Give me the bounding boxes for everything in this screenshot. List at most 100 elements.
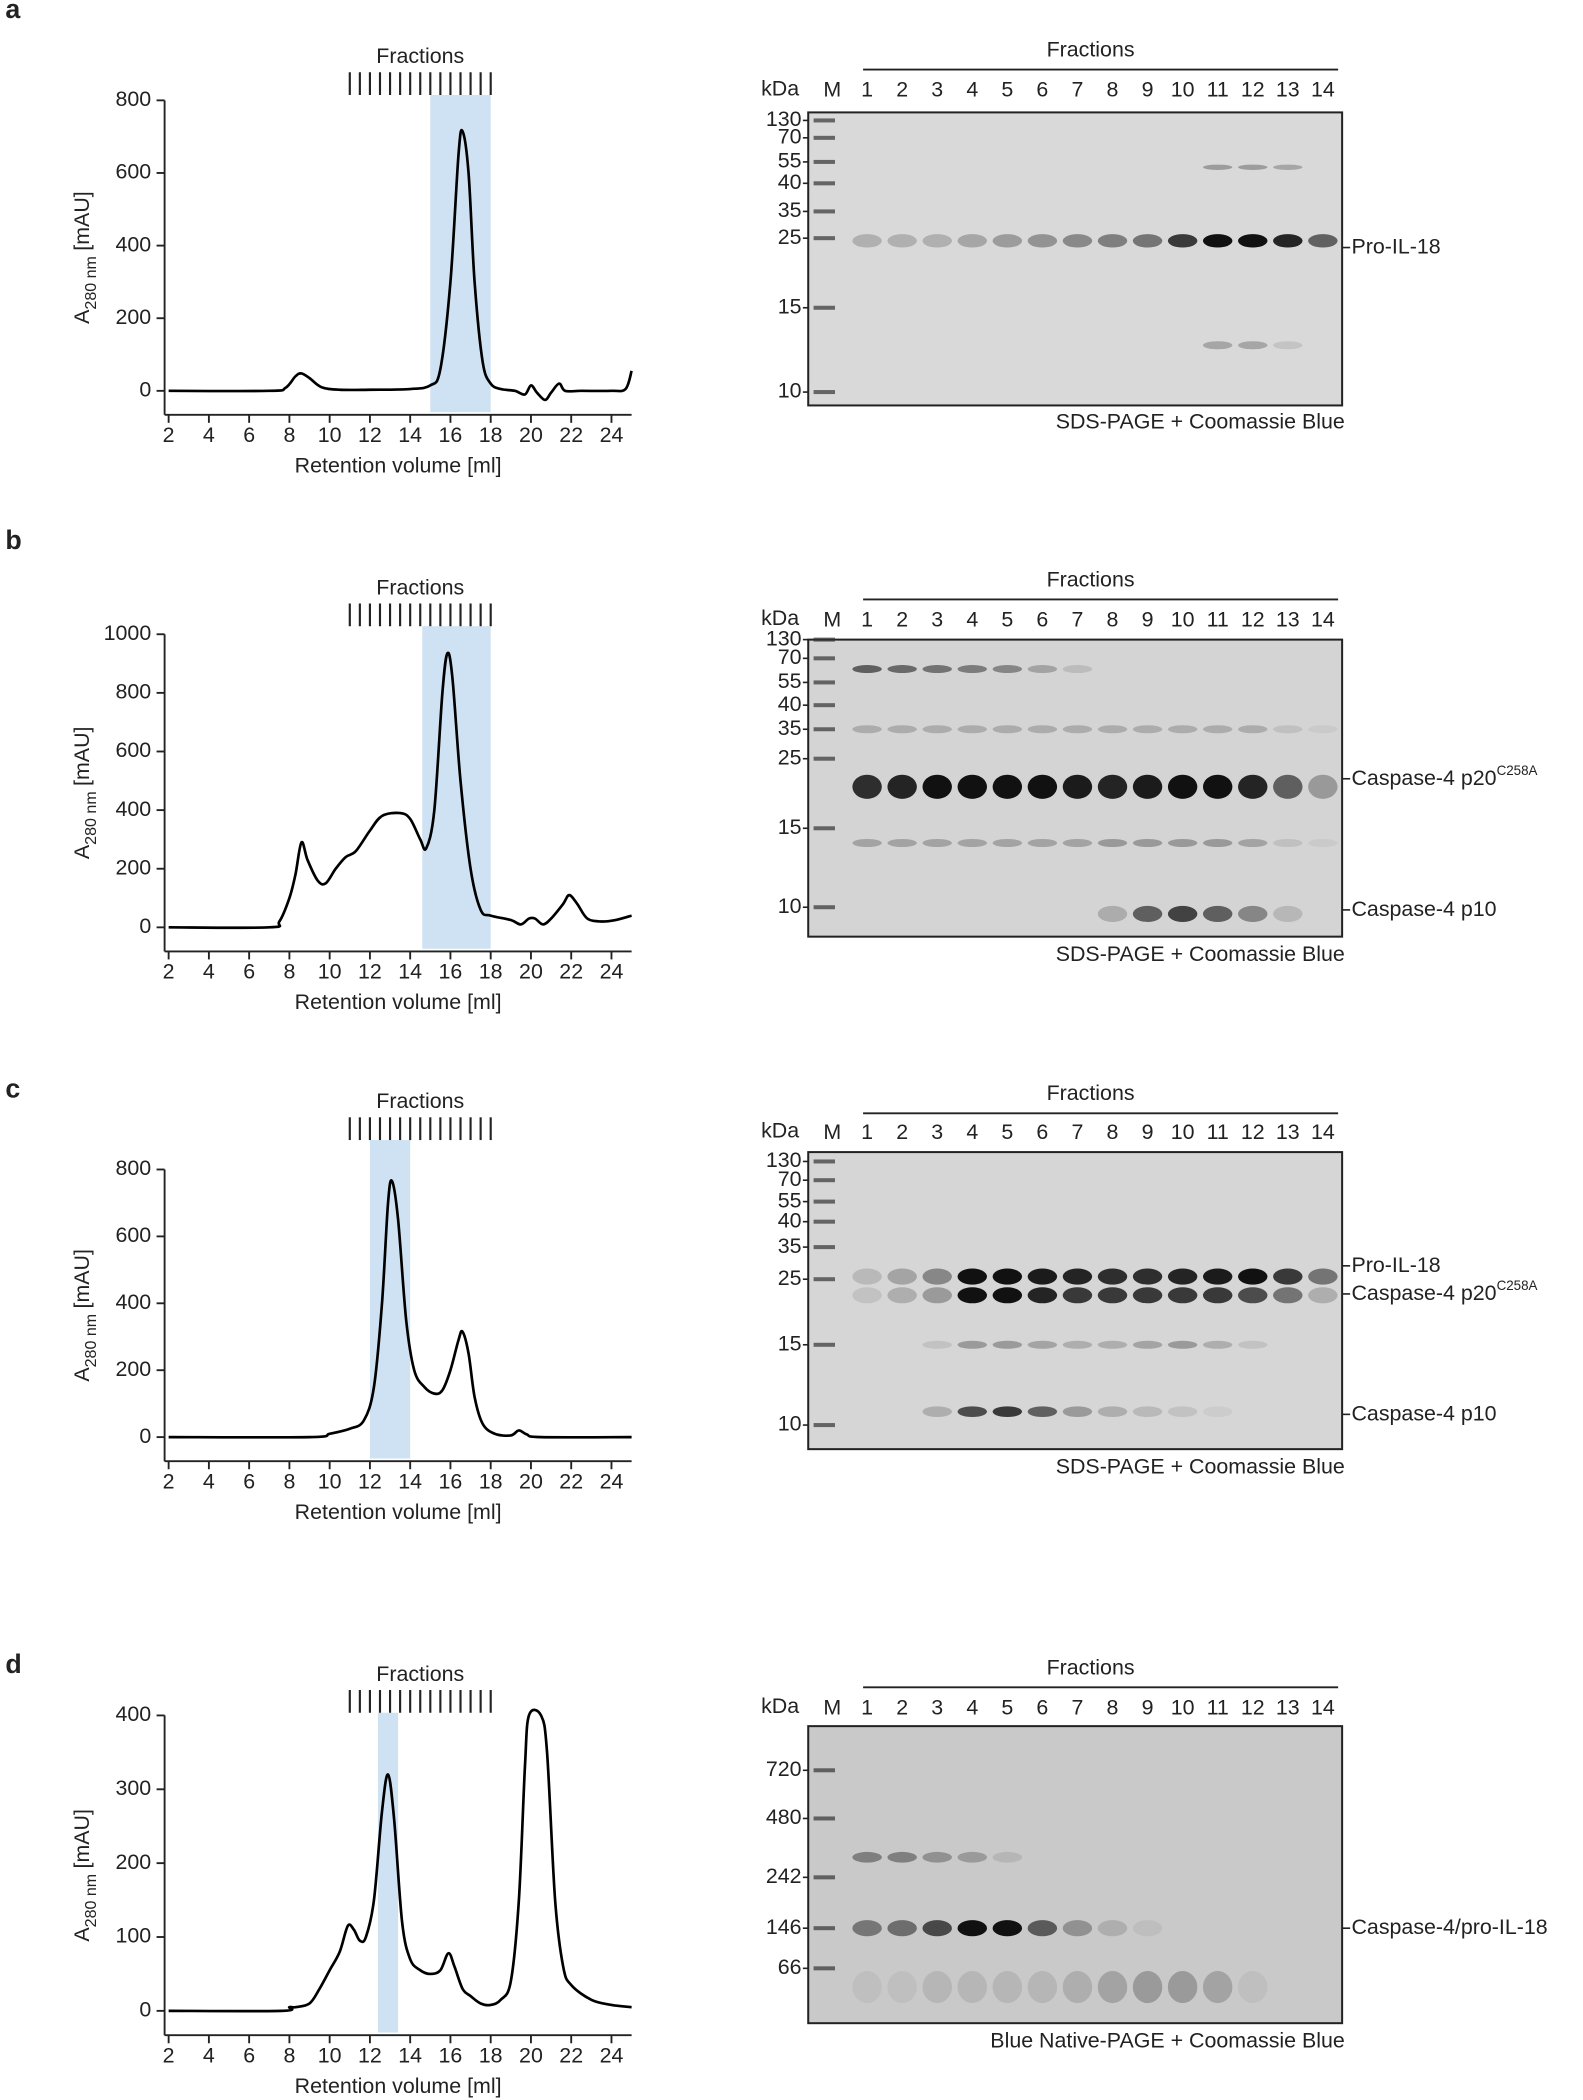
marker-label: 242 bbox=[766, 1864, 802, 1888]
gel-band bbox=[1097, 725, 1128, 734]
gel-caption: Blue Native-PAGE + Coomassie Blue bbox=[990, 2029, 1345, 2053]
marker-label: 720 bbox=[766, 1757, 802, 1781]
gel-band bbox=[1308, 725, 1338, 734]
gel-band bbox=[1202, 1268, 1233, 1285]
lane-label: 10 bbox=[1171, 1120, 1195, 1144]
gel-band bbox=[1238, 164, 1268, 170]
panel-letter: b bbox=[5, 525, 21, 555]
lane-label: 2 bbox=[896, 608, 908, 632]
gel-band bbox=[1027, 1340, 1058, 1349]
marker-band bbox=[813, 181, 835, 186]
lane-label: 6 bbox=[1036, 608, 1048, 632]
y-tick-label: 400 bbox=[116, 1702, 152, 1726]
gel-band bbox=[887, 838, 917, 848]
marker-band bbox=[813, 118, 835, 123]
gel-band bbox=[852, 1920, 882, 1937]
x-tick-label: 8 bbox=[283, 423, 295, 447]
gel-band bbox=[1132, 1287, 1163, 1304]
lane-label: 7 bbox=[1071, 78, 1083, 102]
gel-band bbox=[1238, 725, 1268, 734]
marker-band bbox=[813, 637, 835, 642]
x-tick-label: 24 bbox=[600, 1469, 624, 1493]
x-tick-label: 14 bbox=[398, 423, 422, 447]
gel-band bbox=[1238, 1340, 1268, 1349]
lane-label: 8 bbox=[1107, 608, 1119, 632]
gel-band bbox=[992, 1851, 1023, 1863]
lane-label: 8 bbox=[1107, 1695, 1119, 1719]
gel-band bbox=[957, 1406, 987, 1418]
y-tick-label: 0 bbox=[139, 377, 151, 401]
lane-label: 5 bbox=[1001, 78, 1013, 102]
gel-band bbox=[1238, 774, 1268, 799]
band-name: Caspase-4 p20 bbox=[1351, 1281, 1496, 1305]
chromatogram-line bbox=[168, 1708, 632, 2013]
gel-band bbox=[852, 1287, 882, 1304]
y-label-space: [mAU] bbox=[70, 191, 94, 250]
x-tick-label: 22 bbox=[559, 959, 583, 983]
gel-caption: SDS-PAGE + Coomassie Blue bbox=[1056, 409, 1345, 433]
gel-band bbox=[922, 1851, 952, 1863]
y-tick-label: 400 bbox=[116, 797, 152, 821]
gel-band bbox=[1097, 1340, 1128, 1349]
gel-band bbox=[1132, 1971, 1163, 2004]
gel-band bbox=[1132, 1268, 1163, 1285]
y-label-space: [mAU] bbox=[70, 727, 94, 786]
x-tick-label: 10 bbox=[318, 423, 342, 447]
gel-fractions-label: Fractions bbox=[1047, 1655, 1135, 1679]
gel-band bbox=[1202, 1406, 1233, 1418]
gel-band bbox=[1027, 234, 1058, 248]
lane-label: 4 bbox=[966, 1120, 978, 1144]
gel-fractions-label: Fractions bbox=[1047, 38, 1135, 62]
gel-band bbox=[1062, 234, 1093, 248]
y-tick-label: 0 bbox=[139, 914, 151, 938]
x-axis-label: Retention volume [ml] bbox=[295, 1500, 502, 1524]
lane-label: 9 bbox=[1142, 1695, 1154, 1719]
lane-label: 1 bbox=[861, 608, 873, 632]
gel-band bbox=[957, 1851, 987, 1863]
y-tick-label: 800 bbox=[116, 1156, 152, 1180]
fraction-highlight bbox=[422, 626, 491, 949]
lane-label: 12 bbox=[1241, 1120, 1265, 1144]
gel-band bbox=[992, 665, 1023, 674]
gel-band bbox=[922, 1406, 952, 1418]
gel-band bbox=[1273, 1268, 1303, 1285]
lane-label: 6 bbox=[1036, 78, 1048, 102]
gel-band bbox=[992, 1971, 1023, 2004]
x-tick-label: 20 bbox=[519, 2043, 543, 2067]
marker-label: 70 bbox=[778, 124, 802, 148]
marker-band bbox=[813, 1219, 835, 1224]
gel-fractions-label: Fractions bbox=[1047, 1081, 1135, 1105]
gel-band bbox=[1062, 1406, 1093, 1418]
gel-band bbox=[1132, 774, 1163, 799]
marker-label: 70 bbox=[778, 1167, 802, 1191]
marker-band bbox=[813, 656, 835, 661]
fractions-label: Fractions bbox=[376, 1662, 464, 1686]
lane-label: 12 bbox=[1241, 78, 1265, 102]
band-label: Caspase-4 p20C258A bbox=[1351, 1278, 1537, 1305]
marker-band bbox=[813, 1159, 835, 1164]
y-axis-label: A280 nm [mAU] bbox=[70, 727, 101, 860]
marker-label: 130 bbox=[766, 626, 802, 650]
x-tick-label: 14 bbox=[398, 1469, 422, 1493]
x-tick-label: 12 bbox=[358, 423, 382, 447]
fraction-highlight bbox=[377, 1712, 399, 2033]
gel-band bbox=[1167, 1340, 1198, 1349]
lane-label: 3 bbox=[931, 78, 943, 102]
gel-band bbox=[992, 838, 1023, 848]
x-tick-label: 6 bbox=[243, 423, 255, 447]
gel-band bbox=[887, 1971, 917, 2004]
x-tick-label: 2 bbox=[163, 959, 175, 983]
band-name: Caspase-4 p10 bbox=[1351, 897, 1496, 921]
y-tick-label: 0 bbox=[139, 1998, 151, 2022]
lane-label: 3 bbox=[931, 608, 943, 632]
band-name: Pro-IL-18 bbox=[1351, 234, 1440, 258]
lane-label: 2 bbox=[896, 78, 908, 102]
gel-band bbox=[957, 1287, 987, 1304]
marker-band bbox=[813, 826, 835, 831]
gel-band bbox=[1132, 1406, 1163, 1418]
x-tick-label: 20 bbox=[519, 423, 543, 447]
lane-label: 7 bbox=[1071, 1120, 1083, 1144]
marker-band bbox=[813, 727, 835, 732]
lane-label: 2 bbox=[896, 1120, 908, 1144]
lane-label: 10 bbox=[1171, 1695, 1195, 1719]
